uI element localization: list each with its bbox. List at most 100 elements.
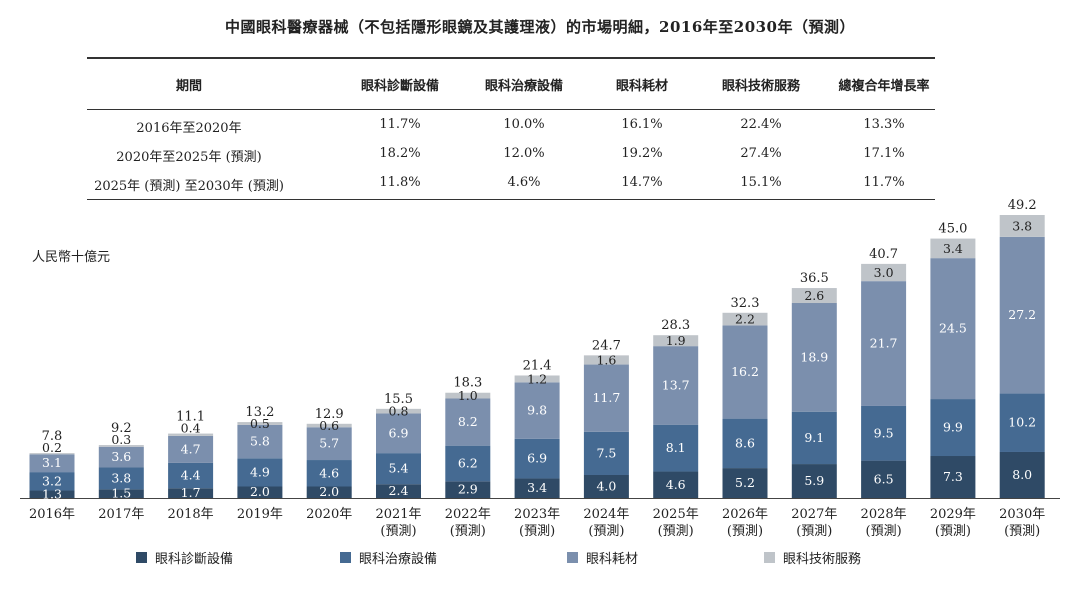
- bar-segment: [583, 474, 629, 498]
- table-value-cell: 27.4%: [740, 146, 782, 161]
- table-value-cell: 12.0%: [503, 146, 545, 161]
- total-label: 12.9: [315, 407, 344, 422]
- bar-segment: [930, 456, 976, 498]
- legend-swatch: [340, 552, 351, 563]
- legend-label: 眼科耗材: [586, 552, 639, 567]
- bar-segment: [791, 411, 837, 465]
- x-tick-sublabel: (預測): [450, 524, 486, 539]
- bar-segment: [583, 431, 629, 475]
- bar-segment: [999, 393, 1045, 452]
- bar-segment: [514, 375, 560, 383]
- data-label: 4.0: [596, 478, 616, 493]
- data-label: 24.5: [939, 321, 967, 336]
- data-label: 1.7: [181, 485, 201, 500]
- data-label: 9.8: [527, 403, 547, 418]
- data-label: 2.9: [458, 482, 478, 497]
- data-label: 1.3: [42, 486, 62, 501]
- bar-segment: [999, 215, 1045, 237]
- data-label: 0.2: [42, 440, 62, 455]
- bar-segment: [722, 468, 768, 498]
- data-label: 2.2: [735, 312, 755, 327]
- data-label: 2.0: [319, 484, 339, 499]
- table-bottom-rule: [87, 199, 935, 200]
- legend-label: 眼科診斷設備: [155, 552, 234, 567]
- table-header-cell: 期間: [175, 79, 203, 94]
- bar-segment: [98, 489, 144, 498]
- bar-segment: [514, 478, 560, 498]
- total-label: 28.3: [661, 318, 690, 333]
- data-label: 0.8: [389, 404, 409, 419]
- table-header-cell: 眼科耗材: [615, 79, 669, 94]
- x-tick-label: 2018年: [168, 507, 214, 522]
- data-label: 3.6: [111, 449, 131, 464]
- data-label: 3.8: [1012, 218, 1032, 233]
- total-label: 7.8: [42, 429, 63, 444]
- total-label: 49.2: [1008, 198, 1037, 213]
- table-period-cell: 2020年至2025年 (預測): [116, 150, 262, 165]
- bar-segment: [237, 486, 283, 498]
- data-label: 9.5: [874, 425, 894, 440]
- table-value-cell: 16.1%: [621, 117, 663, 132]
- bar-segment: [583, 364, 629, 432]
- data-label: 2.4: [389, 483, 409, 498]
- legend-swatch: [764, 552, 775, 563]
- bar-segment: [583, 355, 629, 365]
- table-value-cell: 11.7%: [379, 117, 421, 132]
- x-tick-sublabel: (預測): [727, 524, 763, 539]
- bar-segment: [514, 438, 560, 479]
- bar-segment: [445, 398, 491, 446]
- bar-segment: [168, 462, 214, 489]
- x-tick-label: 2027年: [791, 507, 837, 522]
- bar-segment: [237, 424, 283, 459]
- bar-segment: [791, 303, 837, 412]
- bar-segment: [168, 435, 214, 463]
- x-tick-label: 2022年: [445, 507, 491, 522]
- bar-segment: [653, 471, 699, 498]
- bar-segment: [791, 288, 837, 304]
- total-label: 21.4: [523, 358, 552, 373]
- data-label: 1.0: [458, 388, 478, 403]
- data-label: 1.2: [527, 371, 547, 386]
- total-label: 36.5: [800, 271, 829, 286]
- bar-segment: [306, 423, 352, 428]
- x-tick-sublabel: (預測): [935, 524, 971, 539]
- table-value-cell: 10.0%: [503, 117, 545, 132]
- table-value-cell: 19.2%: [621, 146, 663, 161]
- total-label: 13.2: [245, 405, 274, 420]
- page-title: 中國眼科醫療器械（不包括隱形眼鏡及其護理液）的市場明細，2016年至2030年（…: [225, 18, 855, 36]
- bar-segment: [29, 472, 75, 491]
- bar-segment: [306, 486, 352, 498]
- bar-segment: [861, 460, 907, 498]
- legend-item: 眼科耗材: [567, 548, 638, 567]
- bar-segment: [930, 258, 976, 400]
- data-label: 8.2: [458, 414, 478, 429]
- bar-segment: [791, 464, 837, 498]
- x-tick-label: 2025年: [653, 507, 699, 522]
- bar-segment: [861, 263, 907, 282]
- data-label: 10.2: [1008, 415, 1036, 430]
- total-label: 32.3: [731, 296, 760, 311]
- data-label: 6.2: [458, 455, 478, 470]
- bar-segment: [98, 446, 144, 468]
- data-label: 3.8: [111, 470, 131, 485]
- data-label: 18.9: [800, 349, 828, 364]
- x-tick-sublabel: (預測): [519, 524, 555, 539]
- x-tick-label: 2017年: [98, 507, 144, 522]
- bar-segment: [722, 418, 768, 469]
- table-value-cell: 15.1%: [740, 175, 782, 190]
- bar-segment: [29, 453, 75, 455]
- x-tick-sublabel: (預測): [866, 524, 902, 539]
- chart-legend: 眼科診斷設備 眼科治療設備 眼科耗材 眼科技術服務: [0, 548, 1080, 570]
- bar-segment: [29, 454, 75, 473]
- x-tick-sublabel: (預測): [658, 524, 694, 539]
- total-label: 18.3: [453, 376, 482, 391]
- bar-segment: [98, 445, 144, 447]
- bar-segment: [98, 467, 144, 490]
- data-label: 6.5: [874, 471, 894, 486]
- data-label: 0.3: [111, 432, 131, 447]
- table-value-cell: 11.7%: [863, 175, 905, 190]
- bar-segment: [999, 451, 1045, 498]
- table-header-cell: 總複合年增長率: [838, 79, 930, 94]
- total-label: 45.0: [938, 222, 967, 237]
